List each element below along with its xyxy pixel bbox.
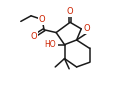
Text: O: O [83, 24, 89, 33]
Text: O: O [39, 15, 45, 24]
Text: O: O [30, 32, 37, 41]
Text: O: O [66, 7, 73, 16]
Text: HO: HO [44, 40, 56, 49]
